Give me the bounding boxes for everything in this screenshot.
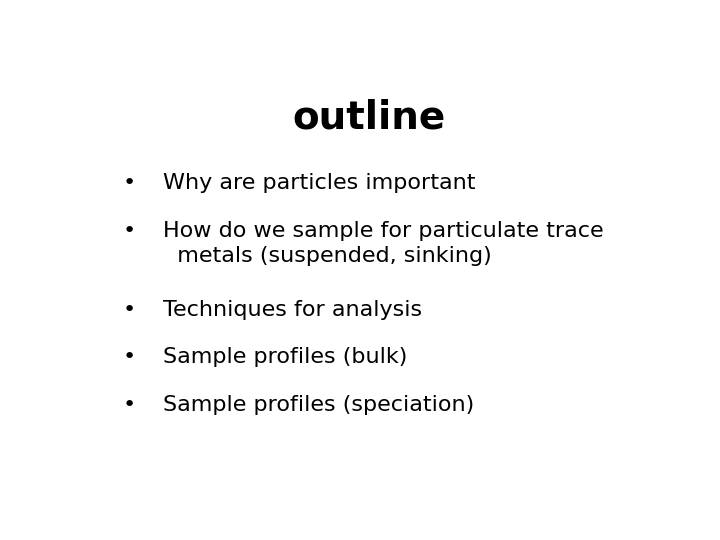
Text: Sample profiles (bulk): Sample profiles (bulk) xyxy=(163,347,407,367)
Text: •: • xyxy=(122,221,135,241)
Text: •: • xyxy=(122,347,135,367)
Text: •: • xyxy=(122,173,135,193)
Text: •: • xyxy=(122,300,135,320)
Text: •: • xyxy=(122,395,135,415)
Text: Techniques for analysis: Techniques for analysis xyxy=(163,300,422,320)
Text: outline: outline xyxy=(292,98,446,136)
Text: How do we sample for particulate trace
  metals (suspended, sinking): How do we sample for particulate trace m… xyxy=(163,221,603,266)
Text: Sample profiles (speciation): Sample profiles (speciation) xyxy=(163,395,474,415)
Text: Why are particles important: Why are particles important xyxy=(163,173,475,193)
